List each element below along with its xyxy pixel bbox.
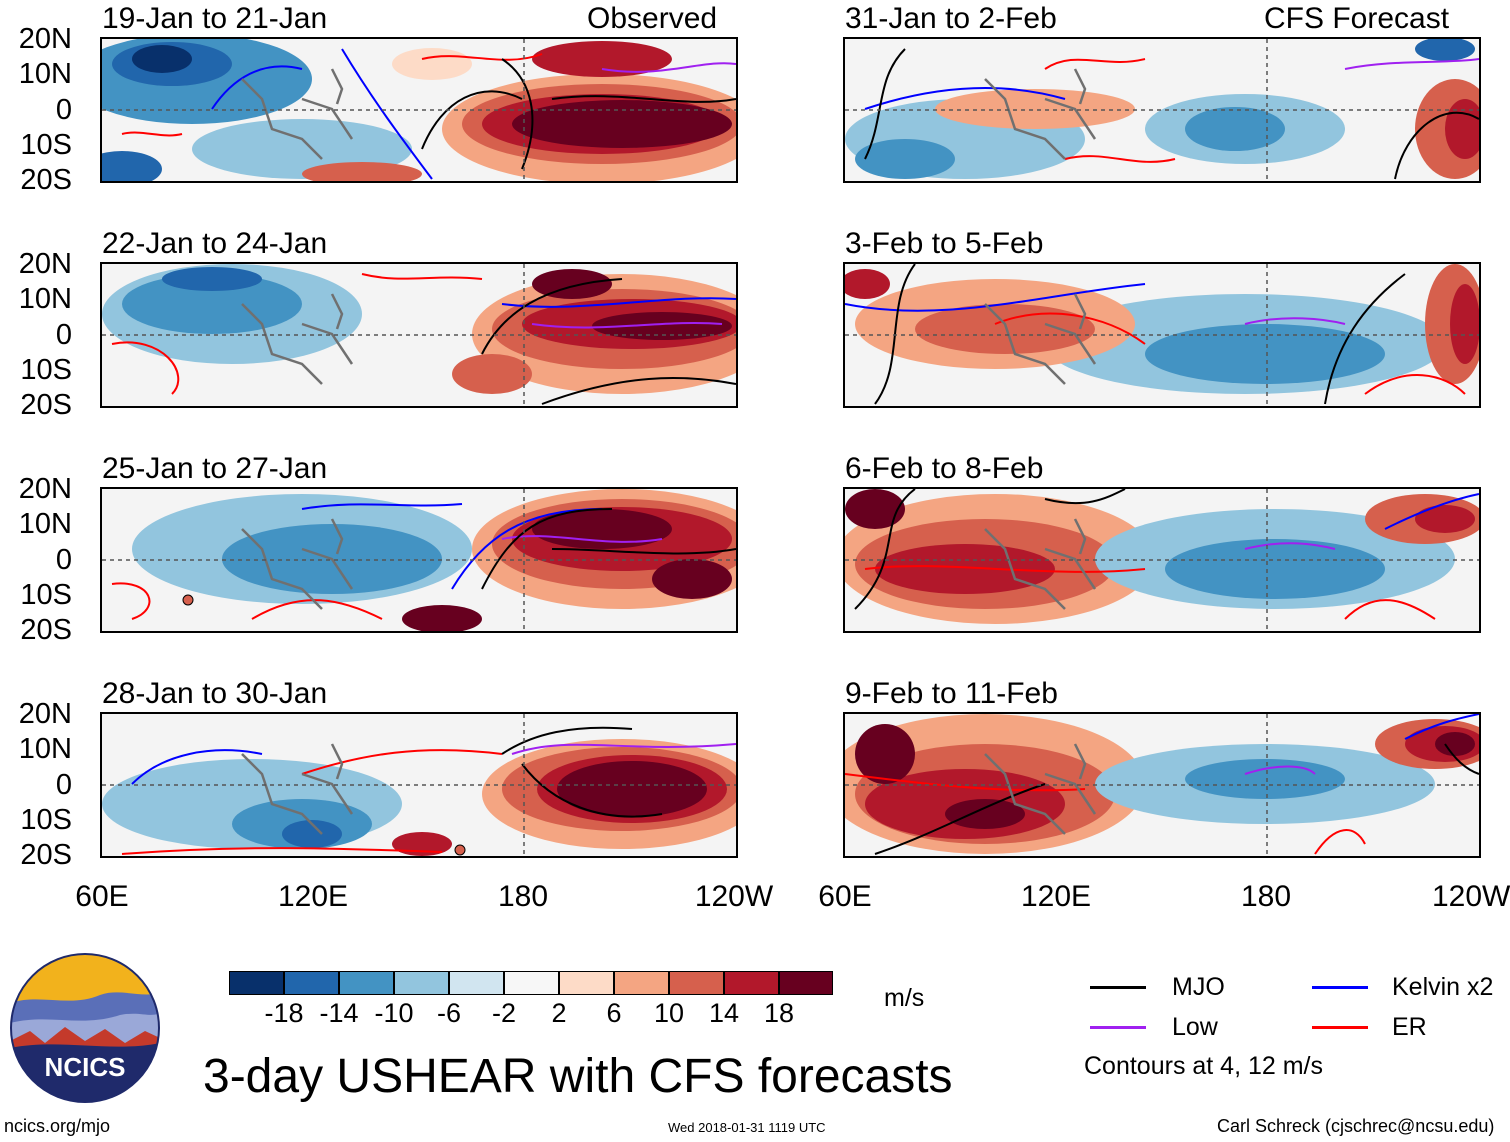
legend-swatch-kelvin — [1312, 986, 1368, 989]
lat-label: 10S — [20, 129, 72, 161]
lon-label: 120E — [1020, 880, 1092, 913]
author-credit: Carl Schreck (cjschrec@ncsu.edu) — [1217, 1116, 1495, 1136]
panel-title-obs-3: 25-Jan to 27-Jan — [102, 452, 328, 485]
lat-label: 10S — [20, 579, 72, 611]
lat-label: 20S — [20, 839, 72, 871]
panel-title-fcst-2: 3-Feb to 5-Feb — [845, 227, 1044, 260]
map-panel-obs-1 — [100, 37, 738, 183]
colorbar-swatch — [724, 971, 779, 995]
ncics-logo: NCICS — [10, 953, 160, 1103]
colorbar-swatch — [559, 971, 614, 995]
forecast-label: CFS Forecast — [1264, 2, 1450, 35]
lat-label: 20S — [20, 389, 72, 421]
colorbar-label: 10 — [653, 998, 685, 1028]
colorbar-swatch — [284, 971, 339, 995]
lat-label: 0 — [55, 94, 72, 126]
map-panel-obs-2 — [100, 262, 738, 408]
lat-label: 20N — [18, 473, 72, 505]
panel-title-fcst-1: 31-Jan to 2-Feb — [845, 2, 1057, 35]
contours-note: Contours at 4, 12 m/s — [1084, 1052, 1324, 1080]
lat-label: 10N — [18, 58, 72, 90]
lon-label: 120W — [1432, 880, 1510, 913]
legend-label-low: Low — [1172, 1013, 1218, 1041]
lat-label: 20N — [18, 23, 72, 55]
lat-label: 0 — [55, 769, 72, 801]
map-panel-obs-3 — [100, 487, 738, 633]
colorbar-label: 6 — [606, 998, 622, 1028]
lat-label: 10S — [20, 804, 72, 836]
panel-title-fcst-4: 9-Feb to 11-Feb — [845, 677, 1058, 710]
panel-title-fcst-3: 6-Feb to 8-Feb — [845, 452, 1044, 485]
lat-label: 10S — [20, 354, 72, 386]
legend-swatch-er — [1312, 1026, 1368, 1029]
colorbar-label: 2 — [551, 998, 567, 1028]
colorbar-label: -6 — [436, 998, 462, 1028]
legend-swatch-low — [1090, 1026, 1146, 1029]
colorbar-label: 14 — [708, 998, 740, 1028]
panel-title-obs-4: 28-Jan to 30-Jan — [102, 677, 328, 710]
lon-label: 60E — [818, 880, 872, 913]
lat-label: 20S — [20, 164, 72, 196]
colorbar-swatch — [669, 971, 724, 995]
colorbar-swatch — [394, 971, 449, 995]
lat-label: 20S — [20, 614, 72, 646]
legend-swatch-mjo — [1090, 986, 1146, 989]
colorbar-swatch — [614, 971, 669, 995]
lat-label: 20N — [18, 698, 72, 730]
legend-label-er: ER — [1392, 1013, 1427, 1041]
lat-label: 10N — [18, 733, 72, 765]
colorbar-swatch — [339, 971, 394, 995]
legend-label-kelvin: Kelvin x2 — [1392, 973, 1494, 1001]
lat-label: 20N — [18, 248, 72, 280]
lat-label: 0 — [55, 319, 72, 351]
lon-label: 60E — [75, 880, 129, 913]
lon-label: 120W — [694, 880, 774, 913]
colorbar-swatch — [449, 971, 504, 995]
source-url: ncics.org/mjo — [4, 1116, 111, 1136]
timestamp: Wed 2018-01-31 1119 UTC — [668, 1120, 826, 1135]
colorbar-label: -10 — [374, 998, 414, 1028]
map-panel-fcst-1 — [843, 37, 1481, 183]
lon-label: 180 — [497, 880, 549, 913]
colorbar-label: 18 — [763, 998, 795, 1028]
lat-label: 10N — [18, 508, 72, 540]
lon-label: 120E — [277, 880, 349, 913]
logo-text: NCICS — [45, 1052, 126, 1082]
colorbar-label: -2 — [491, 998, 517, 1028]
lat-label: 0 — [55, 544, 72, 576]
map-panel-fcst-2 — [843, 262, 1481, 408]
legend-label-mjo: MJO — [1172, 973, 1225, 1001]
colorbar-swatch — [504, 971, 559, 995]
observed-label: Observed — [587, 2, 718, 35]
colorbar-label: -18 — [264, 998, 304, 1028]
map-panel-fcst-3 — [843, 487, 1481, 633]
panel-title-obs-1: 19-Jan to 21-Jan — [102, 2, 328, 35]
panel-title-obs-2: 22-Jan to 24-Jan — [102, 227, 328, 260]
colorbar-swatch — [779, 971, 833, 995]
colorbar-swatch — [229, 971, 284, 995]
map-panel-obs-4 — [100, 712, 738, 858]
colorbar-label: -14 — [319, 998, 359, 1028]
figure-title: 3-day USHEAR with CFS forecasts — [203, 1050, 953, 1103]
lat-label: 10N — [18, 283, 72, 315]
lon-label: 180 — [1240, 880, 1292, 913]
map-panel-fcst-4 — [843, 712, 1481, 858]
unit-label: m/s — [884, 984, 925, 1012]
